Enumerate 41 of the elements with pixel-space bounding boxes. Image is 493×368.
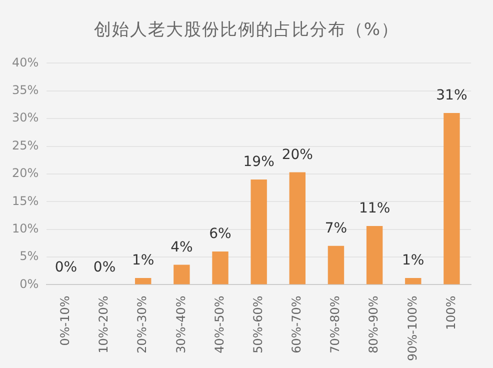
- data-label: 6%: [209, 226, 232, 242]
- data-label: 1%: [132, 252, 154, 269]
- x-tick-label: 80%-90%: [366, 296, 381, 354]
- chart-title: 创始人老大股份比例的占比分布（%）: [92, 19, 400, 42]
- bar: [135, 278, 152, 284]
- bar: [250, 179, 267, 284]
- bar: [289, 172, 306, 284]
- x-tick-label: 90%-100%: [405, 296, 420, 362]
- bar: [405, 278, 422, 284]
- y-tick-label: 40%: [12, 55, 39, 70]
- x-tick-label: 70%-80%: [328, 296, 342, 354]
- data-label: 31%: [436, 88, 468, 104]
- x-tick-label: 30%-40%: [174, 296, 188, 354]
- data-label: 11%: [359, 200, 390, 217]
- y-tick-label: 20%: [12, 166, 39, 180]
- data-label: 0%: [93, 259, 116, 276]
- data-label: 0%: [54, 259, 78, 276]
- x-tick-label: 100%: [444, 296, 458, 330]
- y-tick-label: 30%: [12, 110, 39, 125]
- y-tick-label: 0%: [20, 276, 39, 291]
- bar: [366, 226, 383, 284]
- bar: [328, 246, 344, 284]
- bar: [444, 113, 460, 284]
- y-tick-label: 10%: [12, 221, 39, 236]
- x-tick-label: 10%-20%: [96, 296, 111, 354]
- data-label: 4%: [170, 239, 193, 256]
- x-tick-label: 60%-70%: [290, 296, 304, 354]
- bar: [212, 251, 228, 284]
- y-tick-label: 35%: [12, 83, 39, 98]
- y-tick-label: 5%: [20, 249, 39, 264]
- data-label: 19%: [243, 154, 274, 170]
- bar: [174, 264, 190, 284]
- x-tick-label: 20%-30%: [135, 296, 150, 354]
- x-tick-label: 40%-50%: [212, 296, 226, 354]
- x-tick-label: 0%-10%: [58, 296, 72, 346]
- data-label: 20%: [282, 146, 313, 163]
- y-tick-label: 25%: [12, 138, 39, 152]
- x-tick-label: 50%-60%: [250, 296, 265, 354]
- y-tick-label: 15%: [12, 194, 39, 208]
- data-label: 7%: [324, 220, 348, 237]
- data-label: 1%: [402, 252, 424, 269]
